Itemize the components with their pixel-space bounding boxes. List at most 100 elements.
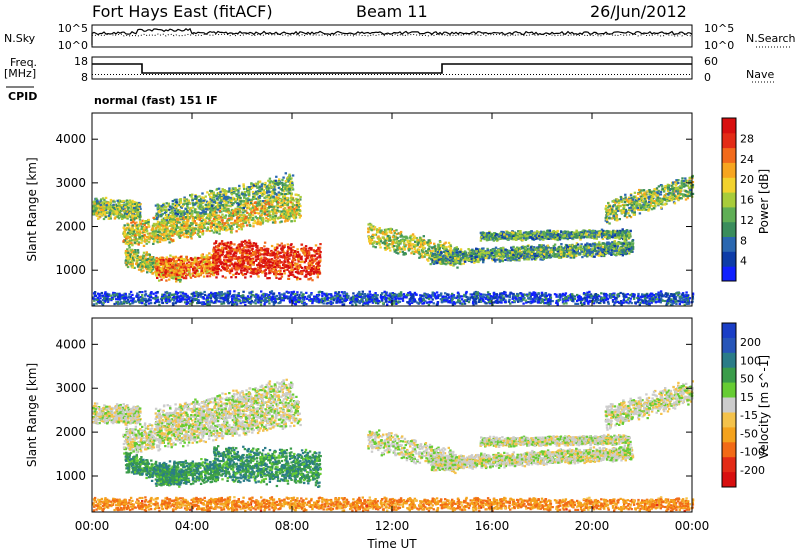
echo-cell — [277, 193, 281, 196]
echo-cell — [126, 223, 129, 226]
echo-cell — [268, 191, 271, 194]
echo-cell — [136, 213, 140, 216]
echo-cell — [218, 229, 221, 232]
echo-cell — [299, 209, 302, 213]
echo-cell — [186, 205, 189, 208]
echo-cell — [154, 230, 158, 233]
echo-cell — [239, 196, 242, 200]
echo-cell — [156, 220, 160, 223]
echo-cell — [229, 252, 232, 255]
echo-cell — [282, 254, 286, 257]
echo-cell — [219, 249, 222, 252]
echo-cell — [165, 208, 168, 211]
echo-cell — [192, 218, 195, 221]
echo-cell — [243, 187, 246, 191]
echo-cell — [254, 215, 257, 218]
echo-cell — [125, 228, 128, 231]
echo-cell — [290, 194, 293, 197]
echo-cell — [319, 243, 322, 246]
echo-cell — [297, 199, 300, 202]
echo-cell — [129, 241, 132, 244]
echo-cell — [271, 208, 274, 211]
echo-cell — [196, 211, 199, 214]
echo-cell — [95, 197, 98, 200]
echo-cell — [176, 213, 180, 216]
echo-cell — [193, 271, 197, 275]
echo-cell — [127, 206, 130, 209]
echo-cell — [276, 209, 279, 212]
echo-cell — [234, 276, 238, 279]
echo-cell — [106, 211, 110, 214]
echo-cell — [289, 244, 292, 247]
echo-cell — [92, 207, 95, 210]
echo-cell — [228, 214, 231, 217]
echo-cell — [427, 259, 430, 262]
echo-cell — [117, 217, 121, 220]
echo-cell — [265, 253, 268, 256]
echo-cell — [266, 199, 269, 202]
echo-cell — [248, 223, 251, 227]
echo-cell — [179, 198, 183, 201]
echo-cell — [266, 210, 269, 213]
echo-cell — [208, 217, 211, 220]
echo-cell — [160, 205, 163, 208]
echo-cell — [284, 180, 288, 183]
echo-cell — [285, 212, 288, 215]
echo-cell — [208, 275, 212, 278]
echo-cell — [184, 221, 187, 224]
echo-cell — [96, 214, 99, 217]
echo-cell — [242, 204, 245, 207]
echo-cell — [243, 214, 246, 217]
echo-cell — [223, 216, 227, 219]
echo-cell — [288, 266, 291, 269]
echo-cell — [269, 260, 272, 264]
echo-cell — [373, 226, 377, 229]
echo-cell — [247, 186, 251, 189]
echo-cell — [254, 255, 258, 258]
echo-cell — [290, 184, 293, 187]
echo-cell — [279, 202, 282, 205]
echo-cell — [283, 264, 286, 267]
echo-cell — [165, 237, 168, 240]
echo-cell — [216, 245, 219, 249]
echo-cell — [309, 248, 313, 251]
echo-cell — [158, 211, 161, 214]
echo-cell — [310, 256, 313, 259]
echo-cell — [180, 224, 184, 227]
echo-cell — [259, 223, 262, 226]
echo-cell — [128, 246, 131, 249]
echo-cell — [195, 214, 199, 217]
echo-cell — [317, 249, 320, 253]
echo-cell — [199, 260, 203, 263]
echo-cell — [109, 206, 112, 209]
echo-cell — [183, 235, 186, 238]
echo-cell — [190, 213, 194, 216]
echo-cell — [252, 242, 255, 245]
echo-cell — [253, 250, 256, 253]
echo-cell — [158, 236, 161, 239]
echo-cell — [195, 197, 198, 200]
echo-cell — [259, 266, 262, 269]
echo-cell — [100, 210, 103, 213]
echo-cell — [179, 261, 183, 264]
echo-cell — [260, 209, 263, 212]
echo-cell — [168, 218, 172, 222]
echo-cell — [291, 205, 294, 208]
echo-cell — [162, 259, 165, 262]
echo-cell — [118, 207, 121, 210]
echo-cell — [307, 278, 310, 281]
echo-cell — [143, 235, 147, 238]
echo-cell — [283, 210, 287, 213]
echo-cell — [161, 256, 164, 259]
echo-cell — [251, 218, 254, 221]
echo-cell — [234, 267, 238, 270]
echo-cell — [234, 188, 237, 191]
echo-cell — [194, 227, 198, 230]
echo-cell — [241, 256, 244, 260]
echo-cell — [270, 205, 273, 208]
echo-cell — [274, 179, 277, 182]
echo-cell — [249, 258, 252, 261]
echo-cell — [189, 235, 192, 238]
echo-cell — [157, 273, 161, 276]
echo-cell — [248, 193, 251, 196]
